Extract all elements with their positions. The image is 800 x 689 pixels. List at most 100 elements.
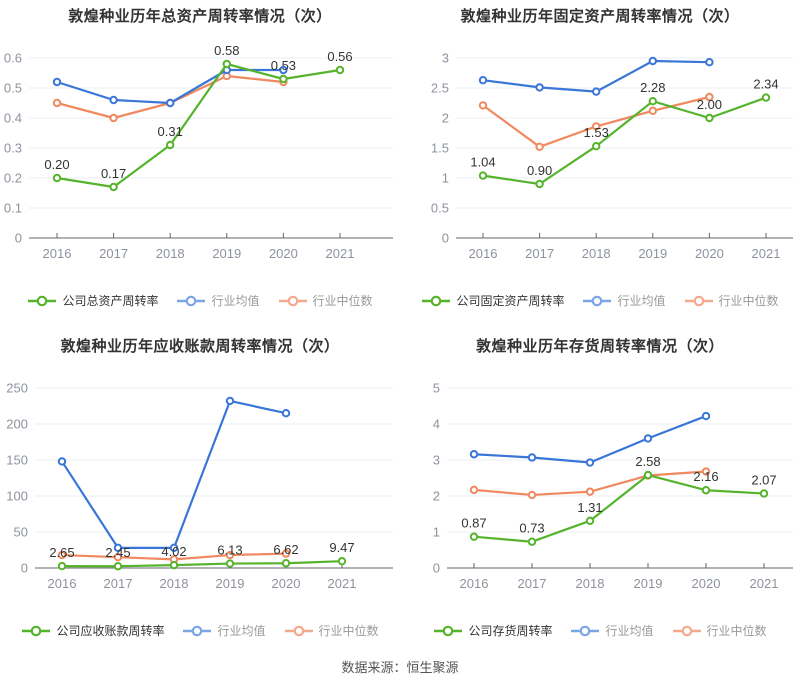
data-point-marker <box>109 113 118 123</box>
y-tick-label: 50 <box>14 525 28 540</box>
series-company: 0.20 0.17 0.31 0.58 0.53 0.56 <box>44 43 353 192</box>
legend-line-marker-icon <box>22 625 51 636</box>
data-point-label: 6.13 <box>217 543 242 558</box>
chart-legend: 公司固定资产周转率 行业均值 行业中位数 <box>400 280 800 330</box>
x-tick-label: 2020 <box>692 576 721 591</box>
x-tick-label: 2019 <box>638 246 667 261</box>
series-median <box>52 71 288 123</box>
data-point-marker <box>701 411 711 421</box>
data-point-marker <box>281 549 291 558</box>
legend-line-marker-icon <box>583 295 612 306</box>
y-grid: 0 1 2 3 4 5 <box>433 381 793 576</box>
legend-line-marker-icon <box>684 295 713 306</box>
chart-title: 敦煌种业历年固定资产周转率情况（次） <box>460 7 740 25</box>
data-point-marker <box>279 74 288 84</box>
fixed-asset-turnover-chart: 敦煌种业历年固定资产周转率情况（次） 0 0.5 1 1.5 2 2.5 3 2016 2017… <box>400 0 800 330</box>
x-tick-label: 2016 <box>469 246 498 261</box>
data-point-label: 1.53 <box>584 125 609 140</box>
data-point-marker <box>57 561 67 571</box>
y-tick-label: 4 <box>433 417 440 432</box>
data-point-marker <box>281 559 291 568</box>
y-tick-label: 0.2 <box>4 171 22 186</box>
x-tick-label: 2017 <box>99 246 128 261</box>
data-point-label: 2.58 <box>635 454 660 469</box>
data-point-marker <box>705 92 714 102</box>
series-mean <box>469 411 711 467</box>
y-tick-label: 5 <box>433 381 440 396</box>
legend-item-company[interactable]: 公司总资产周转率 <box>27 292 158 309</box>
data-point-marker <box>222 59 232 69</box>
legend-line-marker-icon <box>28 295 57 306</box>
data-point-marker <box>701 486 711 495</box>
data-point-marker <box>648 56 658 66</box>
legend-item-median[interactable]: 行业中位数 <box>672 622 767 639</box>
data-point-label: 0.73 <box>519 521 544 536</box>
inventory-turnover-chart: 敦煌种业历年存货周转率情况（次） 0 1 2 3 4 5 2016 2017 2018 2019 2… <box>400 330 800 660</box>
legend-item-mean[interactable]: 行业均值 <box>582 292 666 309</box>
legend-item-median[interactable]: 行业中位数 <box>284 622 379 639</box>
x-tick-label: 2021 <box>326 246 355 261</box>
data-point-marker <box>166 140 175 150</box>
data-point-marker <box>535 83 544 92</box>
data-point-marker <box>592 142 601 151</box>
y-tick-label: 1.5 <box>431 141 449 156</box>
data-point-marker <box>281 409 291 418</box>
y-tick-label: 0 <box>21 561 28 576</box>
data-point-marker <box>527 490 537 500</box>
legend-item-mean[interactable]: 行业均值 <box>570 622 654 639</box>
data-point-marker <box>166 98 175 108</box>
legend-label: 行业中位数 <box>318 624 379 638</box>
x-tick-label: 2017 <box>104 576 133 591</box>
data-point-marker <box>648 97 658 106</box>
x-tick-label: 2019 <box>216 576 245 591</box>
series-company: 2.65 2.45 4.02 6.13 6.62 9.47 <box>49 540 355 571</box>
data-source-note: 数据来源：恒生聚源 <box>341 660 459 675</box>
data-point-marker <box>469 485 479 495</box>
y-tick-label: 3 <box>442 51 449 66</box>
x-tick-label: 2020 <box>272 576 301 591</box>
y-tick-label: 1 <box>433 525 440 540</box>
data-point-marker <box>169 543 179 553</box>
legend-line-marker-icon <box>672 625 701 636</box>
legend-item-company[interactable]: 公司固定资产周转率 <box>421 292 564 309</box>
data-point-marker <box>52 77 62 87</box>
data-point-label: 2.07 <box>751 472 776 487</box>
data-point-marker <box>57 457 67 466</box>
legend-item-median[interactable]: 行业中位数 <box>684 292 779 309</box>
chart-plot: 0 0.5 1 1.5 2 2.5 3 2016 2017 2018 2019 2020 2021 1.0… <box>431 51 793 261</box>
data-point-label: 1.31 <box>577 500 602 515</box>
legend-item-company[interactable]: 公司存货周转率 <box>433 622 552 639</box>
legend-item-mean[interactable]: 行业均值 <box>182 622 266 639</box>
legend-line-marker-icon <box>183 625 212 636</box>
y-tick-label: 0.3 <box>4 141 22 156</box>
y-tick-label: 2.5 <box>431 81 449 96</box>
data-point-label: 1.04 <box>470 155 495 170</box>
series-mean <box>57 396 291 553</box>
data-point-label: 2.45 <box>105 545 130 560</box>
chart-title: 敦煌种业历年总资产周转率情况（次） <box>68 7 332 25</box>
legend-item-mean[interactable]: 行业均值 <box>176 292 260 309</box>
data-point-marker <box>592 87 601 96</box>
series-mean <box>478 56 714 96</box>
legend-label: 公司总资产周转率 <box>62 294 159 308</box>
y-tick-label: 0.5 <box>4 81 22 96</box>
legend-label: 行业均值 <box>211 294 260 308</box>
data-point-marker <box>469 532 479 541</box>
series-median <box>469 467 711 500</box>
data-point-marker <box>335 65 345 75</box>
data-point-label: 2.65 <box>49 545 74 560</box>
data-point-marker <box>52 173 62 183</box>
legend-item-median[interactable]: 行业中位数 <box>278 292 373 309</box>
data-point-marker <box>705 58 714 67</box>
chart-plot: 0 1 2 3 4 5 2016 2017 2018 2019 2020 2021 0.87 0.73 1.… <box>433 381 793 591</box>
legend-item-company[interactable]: 公司应收账款周转率 <box>21 622 164 639</box>
data-point-label: 0.17 <box>101 166 126 181</box>
chart-legend: 公司应收账款周转率 行业均值 行业中位数 <box>0 610 400 660</box>
data-point-label: 0.58 <box>214 43 239 58</box>
x-tick-label: 2018 <box>576 576 605 591</box>
y-grid: 0 50 100 150 200 250 <box>6 381 393 576</box>
y-tick-label: 150 <box>6 453 28 468</box>
